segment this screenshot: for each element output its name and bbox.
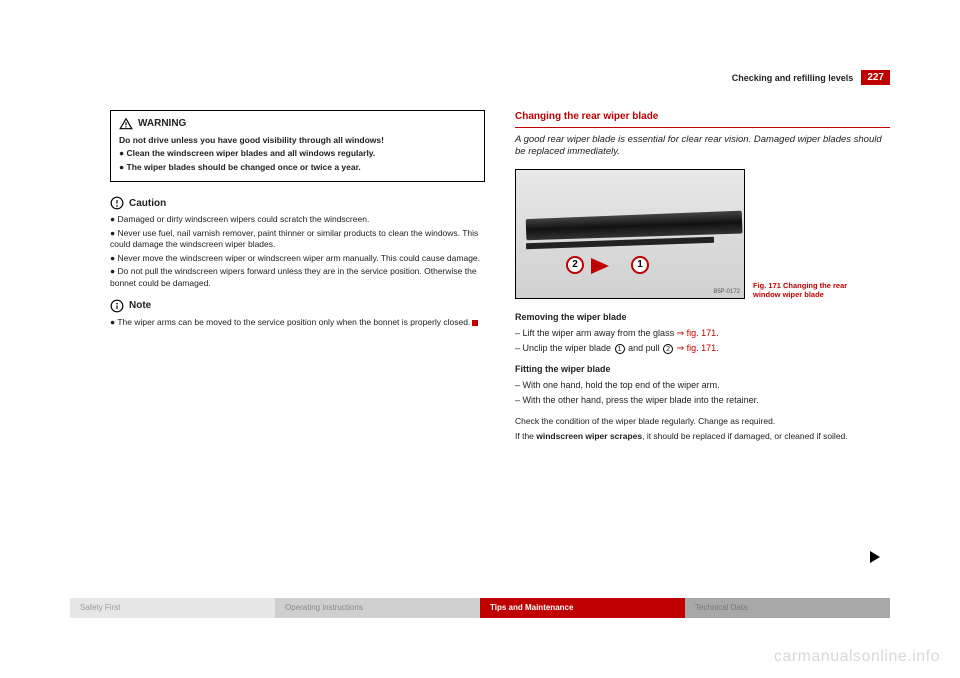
- tail-text: Check the condition of the wiper blade r…: [515, 416, 890, 427]
- note-icon: [110, 299, 124, 313]
- inline-callout: 1: [615, 344, 625, 354]
- footer-tab-tips: Tips and Maintenance: [480, 598, 685, 618]
- arrow-icon: [591, 258, 609, 274]
- remove-heading: Removing the wiper blade: [515, 311, 890, 323]
- fit-heading: Fitting the wiper blade: [515, 363, 890, 375]
- tail-span: , it should be replaced if damaged, or c…: [642, 431, 848, 441]
- figure-ref-code: B5P-0172: [713, 288, 740, 296]
- fit-step: – With one hand, hold the top end of the…: [515, 379, 890, 391]
- topic-intro: A good rear wiper blade is essential for…: [515, 134, 890, 160]
- caution-item: Damaged or dirty windscreen wipers could…: [110, 214, 485, 225]
- running-header: Checking and refilling levels 227: [732, 70, 890, 85]
- warning-heading: WARNING: [119, 117, 476, 131]
- note-list: The wiper arms can be moved to the servi…: [110, 317, 485, 328]
- remove-step: – Lift the wiper arm away from the glass…: [515, 327, 890, 339]
- figure-row: 2 1 B5P-0172 Fig. 171 Changing the rear …: [515, 169, 890, 299]
- fig-ref: ⇒ fig. 171: [674, 343, 716, 353]
- step-text: – Lift the wiper arm away from the glass: [515, 328, 677, 338]
- warning-list: Clean the windscreen wiper blades and al…: [119, 148, 476, 173]
- step-text: and pull: [626, 343, 663, 353]
- warning-box: WARNING Do not drive unless you have goo…: [110, 110, 485, 182]
- warning-title: WARNING: [138, 117, 186, 131]
- footer-tab-technical: Technical Data: [685, 598, 890, 618]
- footer-tab-safety: Safety First: [70, 598, 275, 618]
- section-title: Checking and refilling levels: [732, 73, 854, 83]
- fig-ref: ⇒ fig. 171: [677, 328, 717, 338]
- tail-text: If the windscreen wiper scrapes, it shou…: [515, 431, 890, 442]
- warning-item: The wiper blades should be changed once …: [119, 162, 476, 173]
- fit-step: – With the other hand, press the wiper b…: [515, 394, 890, 406]
- caution-item: Never move the windscreen wiper or winds…: [110, 253, 485, 264]
- footer-tabs: Safety First Operating instructions Tips…: [70, 598, 890, 618]
- end-marker-icon: [472, 320, 478, 326]
- note-text: The wiper arms can be moved to the servi…: [117, 317, 470, 327]
- right-column: Changing the rear wiper blade A good rea…: [515, 110, 890, 443]
- left-column: WARNING Do not drive unless you have goo…: [110, 110, 485, 443]
- step-text: .: [716, 328, 719, 338]
- caution-item: Never use fuel, nail varnish remover, pa…: [110, 228, 485, 251]
- footer-tab-operating: Operating instructions: [275, 598, 480, 618]
- content-columns: WARNING Do not drive unless you have goo…: [110, 110, 890, 443]
- tail-span: If the: [515, 431, 536, 441]
- topic-heading: Changing the rear wiper blade: [515, 110, 890, 128]
- remove-step: – Unclip the wiper blade 1 and pull 2 ⇒ …: [515, 342, 890, 354]
- step-text: – Unclip the wiper blade: [515, 343, 614, 353]
- caution-heading: Caution: [110, 196, 485, 210]
- callout-1: 1: [631, 256, 649, 274]
- step-text: .: [716, 343, 719, 353]
- watermark: carmanualsonline.info: [774, 648, 940, 666]
- caution-list: Damaged or dirty windscreen wipers could…: [110, 214, 485, 289]
- caution-icon: [110, 196, 124, 210]
- note-heading: Note: [110, 299, 485, 313]
- warning-lead: Do not drive unless you have good visibi…: [119, 135, 476, 146]
- figure-caption: Fig. 171 Changing the rear window wiper …: [753, 281, 873, 299]
- note-title: Note: [129, 299, 151, 313]
- figure-171: 2 1 B5P-0172: [515, 169, 745, 299]
- tail-bold: windscreen wiper scrapes: [536, 431, 642, 441]
- inline-callout: 2: [663, 344, 673, 354]
- caution-item: Do not pull the windscreen wipers forwar…: [110, 266, 485, 289]
- warning-icon: [119, 117, 133, 131]
- caution-title: Caution: [129, 197, 166, 211]
- callout-2: 2: [566, 256, 584, 274]
- page: Checking and refilling levels 227 WARNIN…: [0, 0, 960, 678]
- page-number: 227: [861, 70, 890, 85]
- continued-arrow-icon: [870, 551, 880, 563]
- warning-item: Clean the windscreen wiper blades and al…: [119, 148, 476, 159]
- note-item: The wiper arms can be moved to the servi…: [110, 317, 485, 328]
